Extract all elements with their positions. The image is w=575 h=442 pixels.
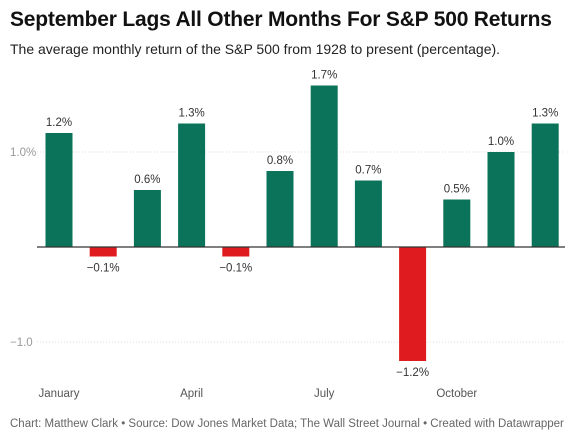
bar <box>133 190 161 247</box>
data-label: 1.3% <box>532 108 558 120</box>
bar <box>222 247 250 257</box>
y-tick-label: 1.0% <box>10 147 36 159</box>
data-label: −0.1% <box>87 263 120 275</box>
bar <box>89 247 117 257</box>
bar <box>354 180 382 247</box>
bar <box>399 247 427 361</box>
bar <box>531 123 559 247</box>
y-tick-label: −1.0 <box>10 337 33 349</box>
data-label: −1.2% <box>396 367 429 379</box>
data-label: 1.2% <box>46 117 72 129</box>
data-label: 1.3% <box>178 108 204 120</box>
data-label: 0.6% <box>134 174 160 186</box>
bar <box>443 199 471 247</box>
bar <box>178 123 206 247</box>
data-label: 0.8% <box>267 155 293 167</box>
data-label: 0.5% <box>444 184 470 196</box>
bar <box>266 171 294 247</box>
data-label: 1.7% <box>311 70 337 82</box>
data-label: −0.1% <box>219 263 252 275</box>
data-label: 1.0% <box>488 136 514 148</box>
data-label: 0.7% <box>355 165 381 177</box>
chart-title: September Lags All Other Months For S&P … <box>10 8 552 31</box>
x-tick-label: January <box>39 388 80 400</box>
bar <box>487 152 515 247</box>
chart-footer: Chart: Matthew Clark • Source: Dow Jones… <box>10 418 564 430</box>
x-tick-label: October <box>436 388 477 400</box>
chart-subtitle: The average monthly return of the S&P 50… <box>10 41 501 57</box>
x-tick-label: April <box>180 388 203 400</box>
bar <box>45 133 73 247</box>
bar <box>310 85 338 247</box>
x-tick-label: July <box>314 388 335 400</box>
